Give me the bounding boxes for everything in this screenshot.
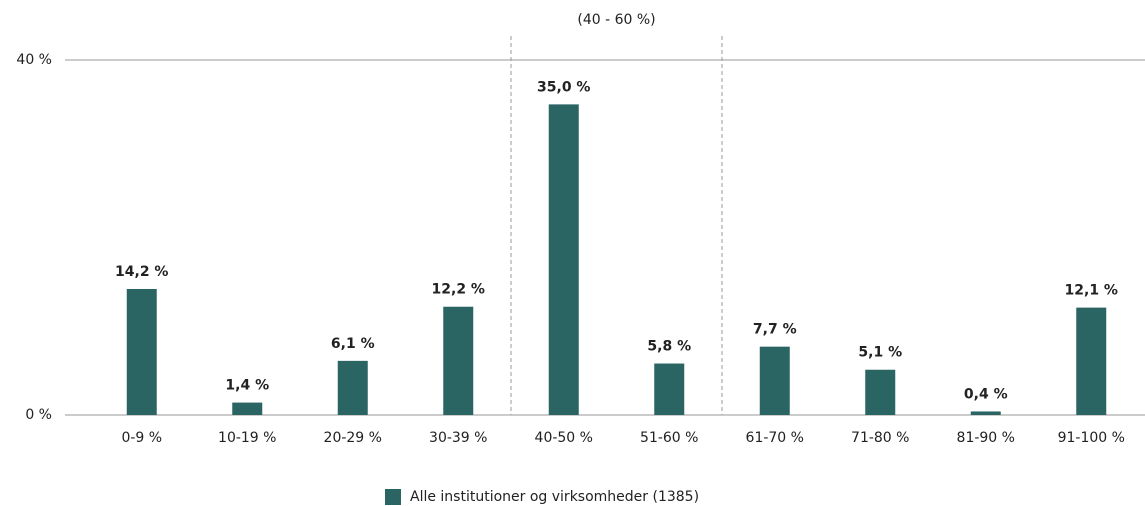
value-label: 35,0 % bbox=[537, 79, 590, 95]
bar bbox=[548, 104, 579, 415]
legend-swatch bbox=[385, 489, 401, 505]
value-label: 14,2 % bbox=[115, 264, 168, 280]
x-tick-label: 0-9 % bbox=[121, 430, 162, 446]
annotation: (40 - 60 %) bbox=[577, 12, 655, 28]
bar bbox=[865, 369, 896, 415]
bar bbox=[126, 288, 157, 415]
y-tick-label: 40 % bbox=[16, 52, 52, 68]
value-label: 5,1 % bbox=[858, 345, 902, 361]
value-label: 12,1 % bbox=[1065, 283, 1118, 299]
bar bbox=[337, 360, 368, 415]
x-tick-label: 61-70 % bbox=[746, 430, 804, 446]
x-tick-label: 81-90 % bbox=[957, 430, 1015, 446]
legend-label: Alle institutioner og virksomheder (1385… bbox=[410, 489, 699, 505]
bar bbox=[759, 346, 790, 415]
bar bbox=[654, 363, 685, 415]
y-tick-label: 0 % bbox=[25, 407, 52, 423]
value-label: 1,4 % bbox=[225, 378, 269, 394]
x-tick-label: 91-100 % bbox=[1058, 430, 1125, 446]
value-label: 5,8 % bbox=[647, 339, 691, 355]
x-tick-label: 71-80 % bbox=[851, 430, 909, 446]
bar bbox=[970, 411, 1001, 415]
x-tick-label: 51-60 % bbox=[640, 430, 698, 446]
bar bbox=[443, 306, 474, 415]
value-label: 7,7 % bbox=[753, 322, 797, 338]
value-label: 12,2 % bbox=[432, 282, 485, 298]
x-tick-label: 20-29 % bbox=[324, 430, 382, 446]
value-label: 6,1 % bbox=[331, 336, 375, 352]
x-tick-label: 10-19 % bbox=[218, 430, 276, 446]
x-tick-label: 40-50 % bbox=[535, 430, 593, 446]
x-tick-label: 30-39 % bbox=[429, 430, 487, 446]
bar bbox=[232, 402, 263, 415]
bar bbox=[1076, 307, 1107, 415]
value-label: 0,4 % bbox=[964, 386, 1008, 402]
